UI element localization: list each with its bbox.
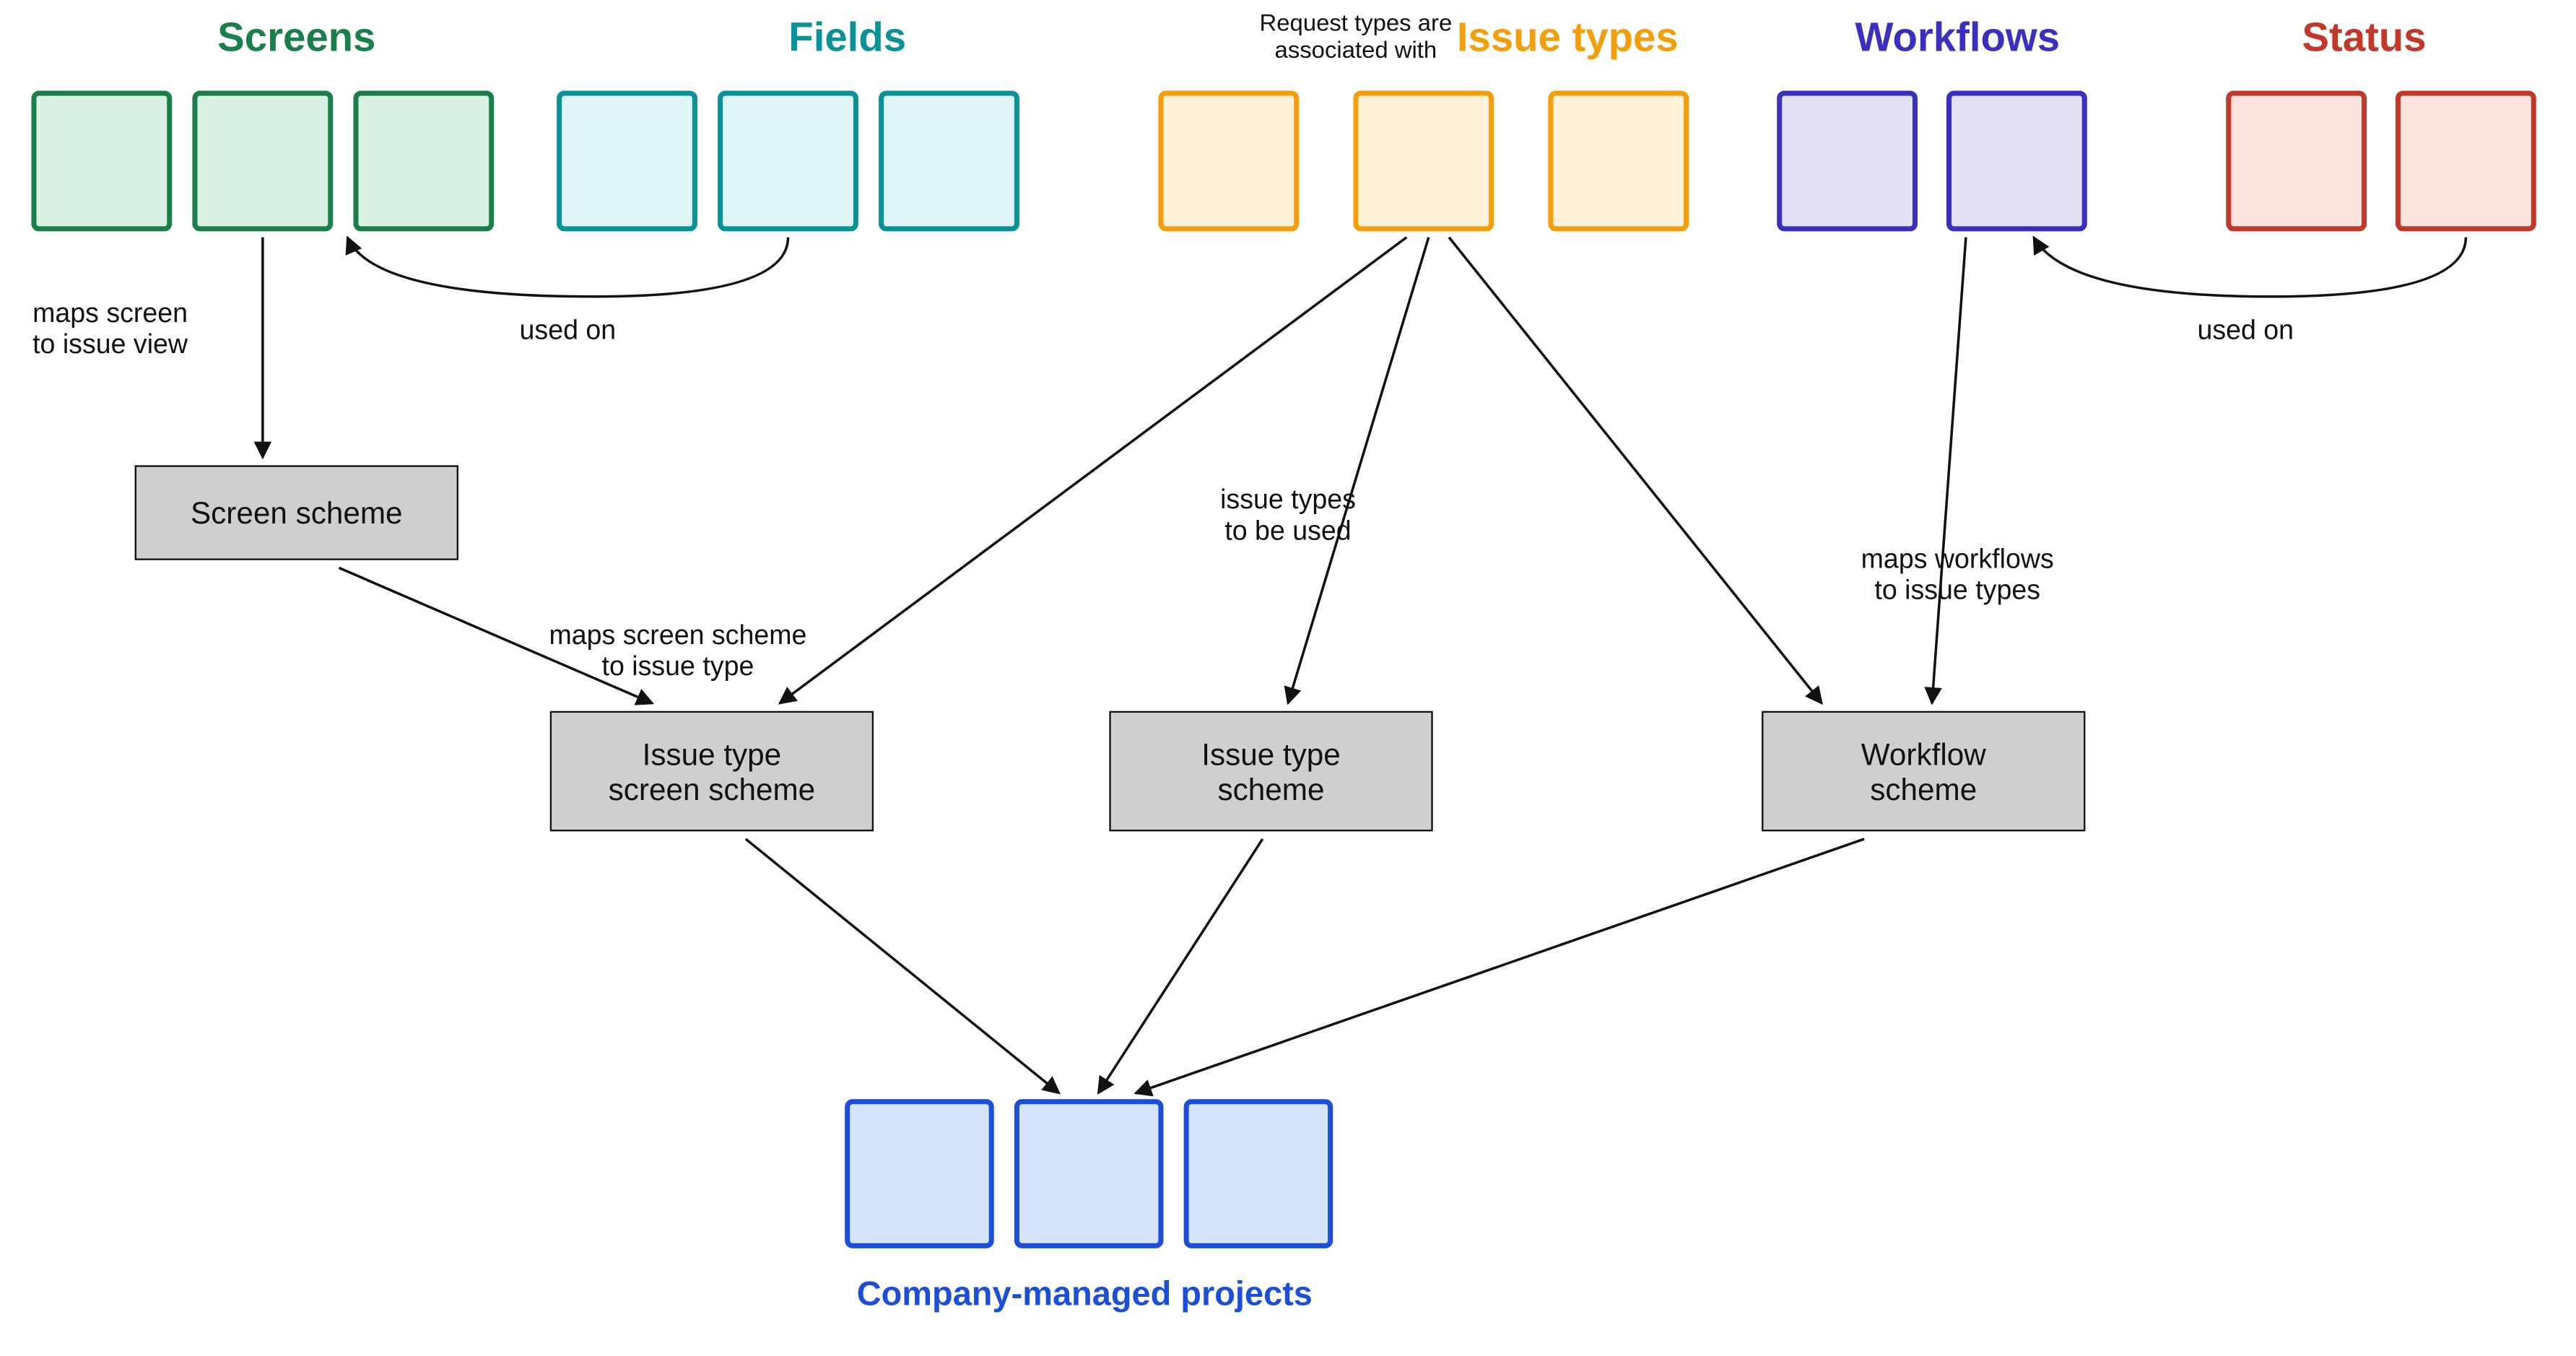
project-box-0 <box>848 1102 992 1246</box>
projects-group: Company-managed projects <box>848 1102 1331 1313</box>
group-workflows: Workflows <box>1780 14 2085 228</box>
issue-types-note: Request types areassociated with <box>1260 9 1453 63</box>
status-box-0 <box>2229 93 2364 229</box>
edge-label-screen-scheme-to-itss: maps screen schemeto issue type <box>549 620 807 681</box>
edge-issue-types-to-itss <box>780 238 1407 704</box>
screens-box-1 <box>195 93 331 229</box>
edge-workflow-scheme-to-projects <box>1136 839 1864 1093</box>
scheme-screen-scheme: Screen scheme <box>136 466 458 560</box>
workflows-box-1 <box>1949 93 2084 229</box>
edge-label-fields-to-screens: used on <box>520 314 617 344</box>
group-status: Status <box>2229 14 2534 228</box>
scheme-workflow-scheme: Workflowscheme <box>1762 712 2084 830</box>
screen-scheme-label: Screen scheme <box>191 496 403 530</box>
fields-heading: Fields <box>788 14 906 59</box>
group-issue-types: Issue typesRequest types areassociated w… <box>1161 9 1687 229</box>
edge-label-screens-to-screen-scheme: maps screento issue view <box>32 297 188 359</box>
project-box-1 <box>1017 1102 1161 1246</box>
group-fields: Fields <box>560 14 1017 228</box>
fields-box-2 <box>882 93 1017 229</box>
edge-label-workflows-to-workflow-scheme: maps workflowsto issue types <box>1861 543 2054 604</box>
workflows-heading: Workflows <box>1855 14 2060 59</box>
screens-heading: Screens <box>217 14 375 59</box>
screens-box-0 <box>34 93 170 229</box>
jira-config-diagram: Screens Fields Issue typesRequest types ar… <box>0 0 2576 1356</box>
workflows-box-0 <box>1780 93 1915 229</box>
edge-it-scheme-to-projects <box>1098 839 1263 1093</box>
screens-box-2 <box>356 93 492 229</box>
workflow-scheme-label: Workflowscheme <box>1861 738 1986 807</box>
fields-box-1 <box>721 93 856 229</box>
issue-types-heading: Issue types <box>1457 14 1679 59</box>
issue-types-box-0 <box>1161 93 1297 229</box>
edge-issue-types-to-it-scheme <box>1288 238 1429 704</box>
edge-label-issue-types-to-it-scheme: issue typesto be used <box>1220 484 1356 545</box>
projects-label: Company-managed projects <box>857 1274 1313 1312</box>
group-screens: Screens <box>34 14 492 228</box>
edge-itss-to-projects <box>746 839 1059 1093</box>
edge-issue-types-to-workflow-scheme <box>1449 238 1822 704</box>
status-box-1 <box>2398 93 2534 229</box>
issue-type-scheme-label: Issue typescheme <box>1201 738 1341 807</box>
issue-types-box-1 <box>1356 93 1492 229</box>
issue-types-box-2 <box>1551 93 1687 229</box>
status-heading: Status <box>2302 14 2426 59</box>
edge-label-status-to-workflows: used on <box>2197 314 2294 344</box>
fields-box-0 <box>560 93 695 229</box>
project-box-2 <box>1186 1102 1331 1246</box>
edge-fields-to-screens <box>347 238 788 297</box>
edge-workflows-to-workflow-scheme <box>1932 238 1966 704</box>
scheme-issue-type-scheme: Issue typescheme <box>1110 712 1432 830</box>
scheme-issue-type-screen-scheme: Issue typescreen scheme <box>551 712 873 830</box>
edge-status-to-workflows <box>2034 238 2466 297</box>
